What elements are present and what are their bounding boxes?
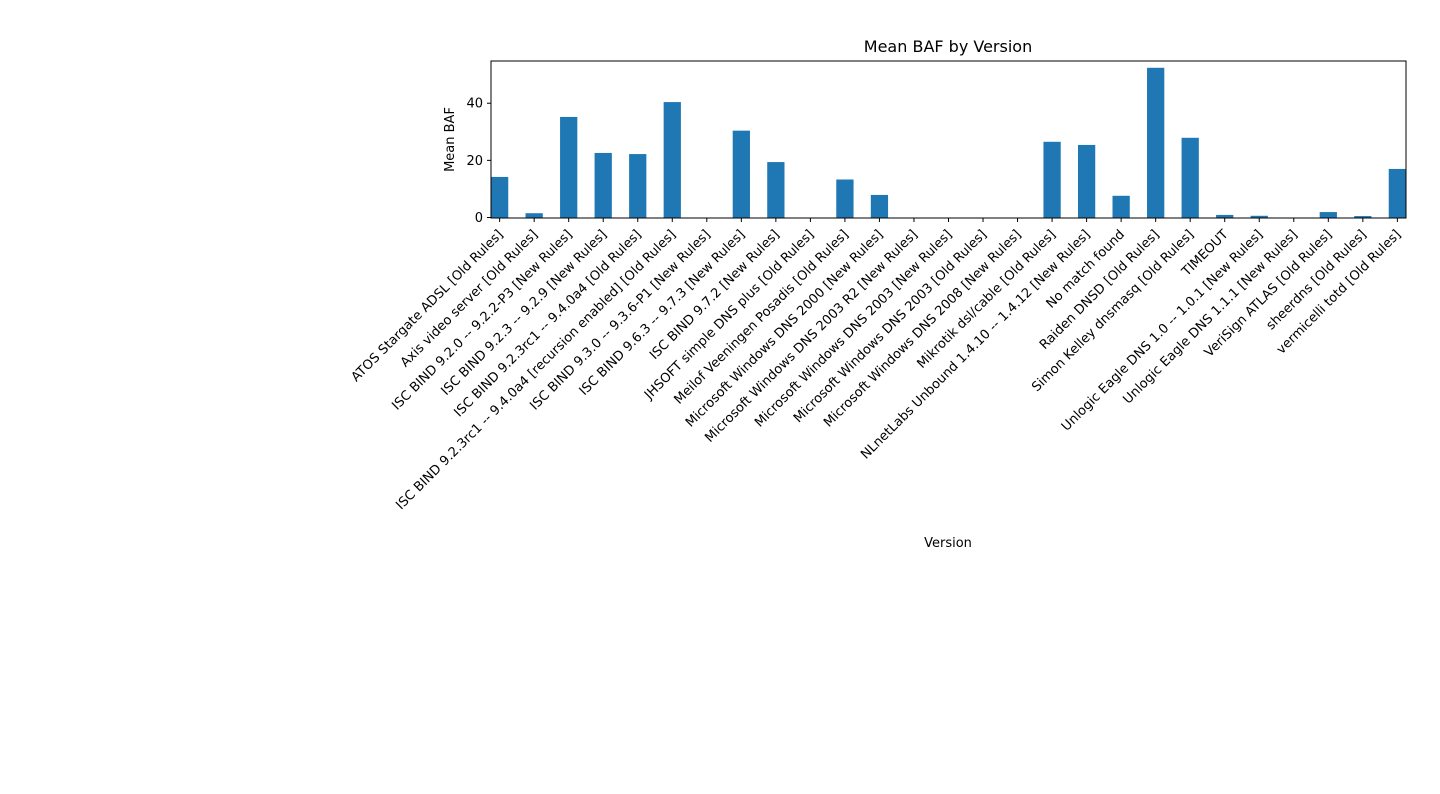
y-tick-label: 20 — [466, 154, 483, 169]
bar — [836, 179, 854, 218]
x-axis-label: Version — [924, 536, 972, 551]
bar — [560, 116, 578, 218]
y-tick-label: 40 — [466, 97, 483, 112]
bar — [1181, 137, 1199, 218]
bar — [663, 102, 681, 218]
y-axis-label: Mean BAF — [443, 107, 458, 172]
bar — [525, 213, 543, 218]
bar — [1319, 212, 1337, 218]
bar — [1250, 215, 1268, 218]
bar — [629, 154, 647, 218]
bar — [594, 152, 612, 218]
bar — [1043, 141, 1061, 218]
bar — [1147, 67, 1165, 218]
bar — [767, 162, 785, 218]
bar — [1388, 168, 1406, 218]
y-tick-label: 0 — [475, 211, 483, 226]
bar — [1216, 214, 1234, 218]
bar — [491, 176, 509, 218]
bar — [1077, 144, 1096, 218]
bar — [1112, 195, 1130, 218]
plot-frame — [490, 60, 1407, 219]
y-axis: 0 20 40 — [466, 97, 491, 226]
bars-layer — [491, 67, 1406, 218]
x-axis: ATOS Stargate ADSL [Old Rules]Axis video… — [349, 218, 1404, 513]
bar — [870, 194, 889, 218]
bar — [732, 130, 750, 218]
chart-title: Mean BAF by Version — [864, 37, 1032, 56]
bar — [1354, 216, 1372, 218]
